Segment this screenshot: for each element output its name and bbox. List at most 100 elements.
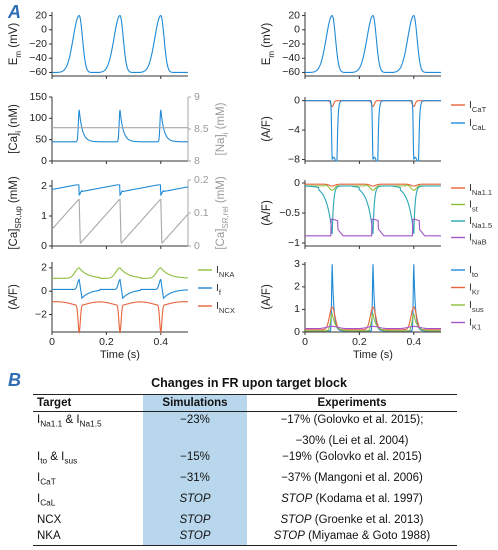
right-ca-currents-ytick-label: 0: [294, 94, 300, 106]
right-em-ytick-label: −20: [282, 38, 300, 50]
left-ca-y2tick-label: 8.5: [194, 123, 209, 135]
left-currents-series-If: [52, 278, 189, 300]
left-ca-y2tick-label: 9: [194, 91, 200, 103]
left-currents-xtick-label: 0: [49, 336, 55, 348]
right-ca-currents-ytick-label: −4: [288, 124, 300, 136]
header-target: Target: [33, 394, 143, 412]
right-na-currents-ytick-label: −1: [288, 237, 300, 249]
table-row: ICaL STOP STOP (Kodama et al. 1997): [33, 490, 457, 512]
cell-target: Ito & Isus: [37, 451, 78, 466]
cell-simulation: STOP: [143, 528, 247, 546]
left-currents-xlabel: Time (s): [100, 349, 140, 361]
table-row: INa1.1 & INa1.5 −23% −17% (Golovko et al. …: [33, 411, 457, 433]
left-currents-ytick-label: −2: [35, 308, 47, 320]
cell-target: INa1.1 & INa1.5: [37, 414, 102, 429]
right-na-currents-legend-label: INa1.5: [469, 215, 492, 230]
right-em-ytick-label: 0: [294, 24, 300, 36]
left-currents-legend-label: INCX: [216, 300, 235, 315]
cell-simulation: −15%: [143, 449, 247, 471]
left-ca-y2tick-label: 8: [194, 155, 200, 167]
left-sr-series-srup: [51, 184, 189, 196]
left-em-ylabel: Em (mV): [8, 23, 23, 66]
table-row: −30% (Lei et al. 2004): [33, 432, 457, 450]
cell-simulation: −23%: [143, 411, 247, 433]
cell-target: ICaL: [37, 492, 56, 508]
left-sr-series-srrel: [51, 198, 189, 245]
left-em-ytick-label: −20: [29, 38, 47, 50]
cell-simulation: [143, 432, 247, 450]
cell-experiment: STOP (Miyamae & Goto 1988): [247, 528, 457, 546]
right-na-currents-legend-label: INa1.1: [469, 182, 492, 197]
right-na-currents-series-INa1.5: [304, 185, 441, 235]
right-em-ylabel: Em (mV): [261, 23, 276, 66]
right-k-currents-ytick-label: 2: [294, 281, 300, 293]
right-k-currents-xlabel: Time (s): [353, 349, 393, 361]
right-ca-currents-ytick-label: −8: [288, 153, 300, 165]
left-ca-ytick-label: 50: [35, 133, 47, 145]
left-ca-ytick-label: 100: [29, 112, 47, 124]
table-title: Changes in FR upon target block: [151, 376, 347, 390]
right-k-currents-ylabel: (A/F): [261, 284, 273, 310]
right-k-currents-legend-label: Ito: [469, 264, 478, 279]
left-currents-ylabel: (A/F): [8, 284, 20, 310]
right-em-ytick-label: 20: [288, 9, 300, 21]
panel-letter-b: B: [8, 370, 21, 390]
right-k-currents-xtick-label: 0: [302, 336, 308, 348]
right-em-ytick-label: −60: [282, 66, 300, 78]
left-ca-ylabel: [Ca]i (nM): [8, 104, 23, 154]
right-em-ytick-label: −40: [282, 52, 300, 64]
left-sr-y2tick-label: 0.2: [194, 174, 209, 186]
right-k-currents-series-IKr: [305, 306, 441, 331]
right-k-currents-ytick-label: 3: [294, 258, 300, 270]
header-simulations: Simulations: [143, 394, 247, 412]
right-ca-currents-legend-label: ICaT: [469, 99, 487, 114]
left-sr-y2tick-label: 0.1: [194, 207, 209, 219]
cell-target: NCX: [37, 513, 62, 526]
right-k-currents-legend-label: Isus: [469, 299, 484, 314]
cell-experiment: STOP (Kodama et al. 1997): [281, 492, 423, 505]
right-k-currents-legend-label: IK1: [469, 316, 481, 331]
left-ca-ytick-label: 150: [29, 91, 47, 103]
right-na-currents-legend-label: INaB: [469, 231, 487, 246]
right-k-currents-series-IK1: [305, 325, 441, 330]
cell-experiment: −17% (Golovko et al. 2015);: [280, 414, 424, 426]
left-ca-series-cai: [52, 109, 188, 143]
cell-simulation: STOP: [143, 490, 247, 512]
left-em-series-em: [52, 14, 188, 73]
right-na-currents-series-INaB: [305, 218, 441, 237]
right-ca-currents-series-ICaL: [305, 100, 441, 162]
left-currents-xtick-label: 0.2: [99, 336, 114, 348]
cell-target: [33, 433, 143, 450]
left-currents-series-INCX: [52, 301, 188, 335]
left-ca-ytick-label: 0: [41, 155, 47, 167]
panel-letter-a: A: [8, 2, 21, 22]
left-sr-ytick-label: 1: [41, 210, 47, 222]
cell-experiment: −30% (Lei et al. 2004): [295, 434, 409, 447]
right-na-currents-ylabel: (A/F): [261, 200, 273, 226]
right-k-currents-legend-label: IKr: [469, 281, 480, 296]
right-ca-currents-legend-label: ICaL: [469, 117, 486, 132]
right-em-series-em: [305, 14, 441, 73]
right-k-currents-series-Ito: [305, 264, 441, 332]
left-sr-ytick-label: 2: [41, 180, 47, 192]
fr-table: Target Simulations Experiments INa1.1 & …: [33, 394, 457, 546]
right-k-currents-ytick-label: 1: [294, 303, 300, 315]
left-ca-y2label: [Na]i (mM): [215, 102, 230, 155]
left-sr-y2tick-label: 0: [194, 240, 200, 252]
right-na-currents-legend-label: Ist: [469, 198, 479, 213]
cell-target: ICaT: [37, 472, 56, 487]
right-k-currents-xtick-label: 0.2: [352, 336, 367, 348]
left-em-ytick-label: 0: [41, 24, 47, 36]
panel-b-table-area: Changes in FR upon target block Target S…: [0, 372, 498, 550]
right-k-currents-xtick-label: 0.4: [406, 336, 421, 348]
table-row: Ito & Isus −15% −19% (Golovko et al. 2015): [33, 449, 457, 471]
table-header-row: Target Simulations Experiments: [33, 394, 457, 412]
right-na-currents-series-INa1.1: [305, 183, 441, 187]
table-row: NCX STOP STOP (Groenke et al. 2013): [33, 511, 457, 529]
cell-experiment: STOP (Groenke et al. 2013): [280, 513, 424, 526]
table-body: INa1.1 & INa1.5 −23% −17% (Golovko et al. …: [33, 411, 457, 546]
cell-simulation: STOP: [143, 511, 247, 529]
left-sr-y2label: [Ca]SR,rel (mM): [215, 176, 230, 250]
right-na-currents-ytick-label: 0: [294, 177, 300, 189]
left-currents-legend-label: If: [216, 282, 222, 297]
